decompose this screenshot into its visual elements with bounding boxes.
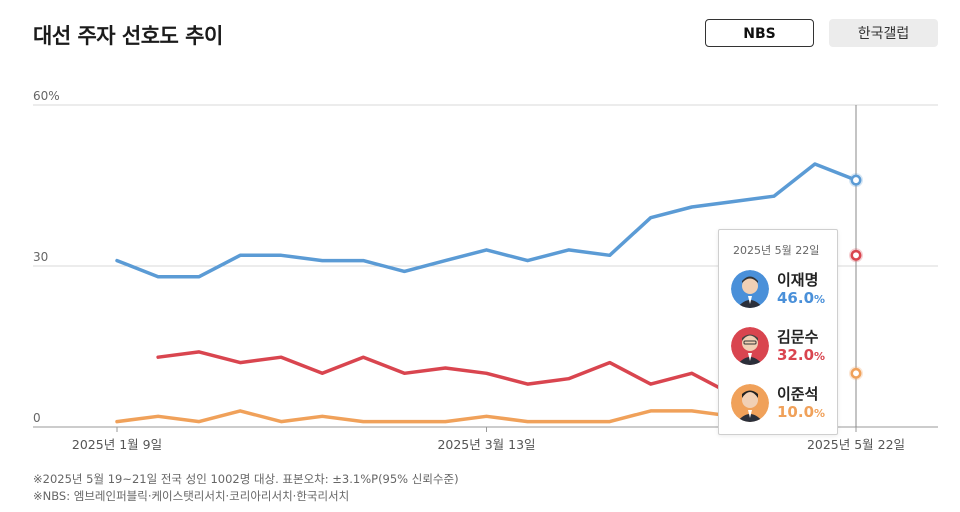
x-tick-label: 2025년 1월 9일 <box>72 437 162 452</box>
person-portrait-icon <box>731 270 769 308</box>
page-title: 대선 주자 선호도 추이 <box>33 24 223 48</box>
tooltip-row-kim-moonsoo: 김문수 32.0% <box>731 325 835 369</box>
data-point <box>850 174 862 186</box>
data-point <box>850 249 862 261</box>
footnote-source: ※NBS: 엠브레인퍼블릭·케이스탯리서치·코리아리서치·한국리서치 <box>33 489 350 503</box>
tooltip-value: 32.0% <box>777 346 826 364</box>
x-tick-label: 2025년 3월 13일 <box>437 437 535 452</box>
chart-endpoints <box>849 173 863 381</box>
chart-series <box>115 162 858 422</box>
person-portrait-icon <box>731 384 769 422</box>
tooltip-name: 이준석 <box>777 385 819 403</box>
tooltip-name: 이재명 <box>777 271 819 289</box>
source-button-nbs[interactable]: NBS <box>705 19 814 47</box>
x-axis-labels: 2025년 1월 9일 2025년 3월 13일 2025년 5월 22일 <box>72 427 905 452</box>
y-tick-label: 0 <box>33 411 41 425</box>
tooltip-row-lee-junseok: 이준석 10.0% <box>731 382 835 426</box>
tooltip-value: 46.0% <box>777 289 826 307</box>
tooltip-row-lee-jaemyung: 이재명 46.0% <box>731 268 835 312</box>
y-tick-label: 30 <box>33 250 48 264</box>
source-button-gallup[interactable]: 한국갤럽 <box>829 19 938 47</box>
tooltip-value: 10.0% <box>777 403 826 421</box>
person-portrait-icon <box>731 327 769 365</box>
data-tooltip: 2025년 5월 22일 이재명 46.0% 김문수 32.0% 이준석 10.… <box>718 229 838 435</box>
x-tick-label: 2025년 5월 22일 <box>807 437 905 452</box>
series-line <box>115 162 858 279</box>
data-point <box>850 367 862 379</box>
tooltip-name: 김문수 <box>777 328 819 346</box>
y-axis-labels: 60% 30 0 <box>33 89 60 425</box>
y-tick-label: 60% <box>33 89 60 103</box>
footnotes: ※2025년 5월 19~21일 전국 성인 1002명 대상. 표본오차: ±… <box>33 471 459 505</box>
tooltip-date: 2025년 5월 22일 <box>733 244 820 257</box>
footnote-survey: ※2025년 5월 19~21일 전국 성인 1002명 대상. 표본오차: ±… <box>33 472 459 486</box>
